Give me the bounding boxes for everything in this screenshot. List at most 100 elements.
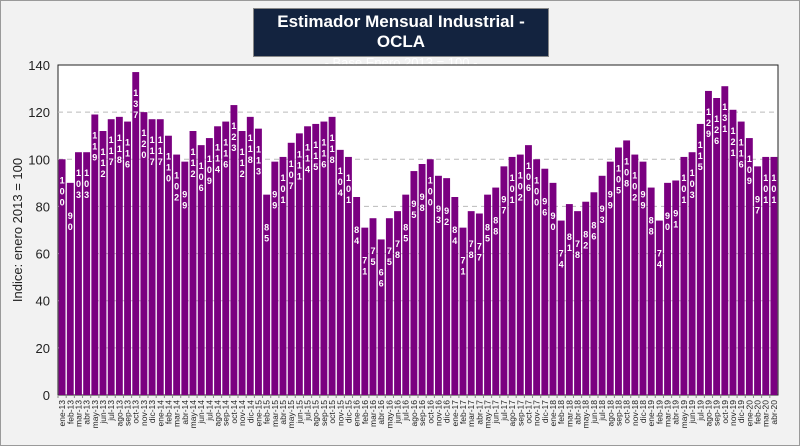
x-tick-label: dic-14 (245, 400, 255, 423)
x-tick-label: jul-16 (401, 400, 411, 422)
bar-nov-13 (140, 112, 148, 396)
bar-oct-14 (230, 105, 238, 396)
x-tick-label: ene-16 (352, 400, 362, 427)
x-tick-label: may-15 (286, 400, 296, 429)
bar-jun-16 (394, 211, 401, 395)
x-tick-label: abr-18 (573, 400, 583, 425)
x-tick-label: feb-13 (65, 400, 75, 424)
x-tick-label: oct-16 (425, 400, 435, 424)
bar-may-19 (680, 156, 688, 395)
bar-ago-16 (410, 171, 418, 395)
bar-feb-20 (754, 166, 761, 395)
x-tick-label: ene-20 (744, 400, 754, 427)
x-tick-label: oct-14 (229, 400, 239, 424)
x-tick-label: sep-15 (319, 400, 329, 426)
y-tick-label: 0 (43, 388, 50, 403)
x-tick-label: jun-17 (491, 400, 501, 425)
x-tick-label: mar-13 (73, 400, 83, 427)
bar-jul-16 (402, 194, 410, 395)
bar-jun-18 (590, 192, 598, 395)
x-tick-label: dic-13 (147, 400, 157, 423)
bar-feb-14 (165, 135, 172, 395)
x-tick-label: may-17 (483, 400, 493, 429)
bar-mar-16 (369, 218, 377, 395)
bar-jul-15 (304, 126, 311, 396)
bar-abr-20 (770, 156, 778, 395)
bar-mar-15 (271, 161, 279, 395)
bar-dic-15 (345, 156, 352, 395)
x-tick-label: dic-19 (736, 400, 746, 423)
y-tick-label: 100 (28, 152, 50, 167)
bar-sep-14 (222, 121, 230, 396)
x-tick-label: feb-19 (654, 400, 664, 424)
bar-sep-16 (418, 164, 426, 395)
x-tick-label: sep-17 (515, 400, 525, 426)
x-tick-label: oct-18 (622, 400, 632, 424)
x-tick-label: sep-14 (221, 400, 231, 426)
bar-abr-17 (475, 213, 483, 395)
bar-jul-17 (500, 166, 508, 395)
x-axis: ene-13feb-13mar-13abr-13may-13jun-13jul-… (57, 395, 779, 428)
x-tick-label: jul-17 (499, 400, 509, 422)
bar-mar-13 (75, 152, 82, 395)
bar-nov-17 (533, 159, 541, 395)
bar-nov-16 (435, 175, 442, 395)
x-tick-label: ene-17 (450, 400, 460, 427)
x-tick-label: abr-13 (82, 400, 92, 425)
y-tick-label: 120 (28, 105, 50, 120)
x-tick-label: sep-13 (123, 400, 133, 426)
y-tick-label: 20 (36, 341, 50, 356)
bar-abr-18 (574, 211, 581, 395)
x-tick-label: dic-18 (638, 400, 648, 423)
x-tick-label: mar-19 (663, 400, 673, 427)
bar-sep-15 (320, 121, 328, 396)
x-tick-label: jul-13 (106, 400, 116, 422)
x-tick-label: oct-13 (131, 400, 141, 424)
bar-ene-14 (156, 119, 164, 395)
x-tick-label: ene-18 (548, 400, 558, 427)
bar-dic-19 (737, 121, 745, 396)
x-tick-label: sep-18 (613, 400, 623, 426)
x-tick-label: jul-14 (204, 400, 214, 422)
bars: 1 0 09 01 0 31 0 31 1 91 1 21 1 71 1 81 1 61 3 71 2 01 1 71 1 71 1… (58, 72, 778, 396)
bar-oct-17 (525, 145, 532, 395)
bar-may-14 (189, 131, 197, 395)
x-tick-label: abr-20 (769, 400, 779, 425)
x-tick-label: dic-16 (442, 400, 452, 423)
